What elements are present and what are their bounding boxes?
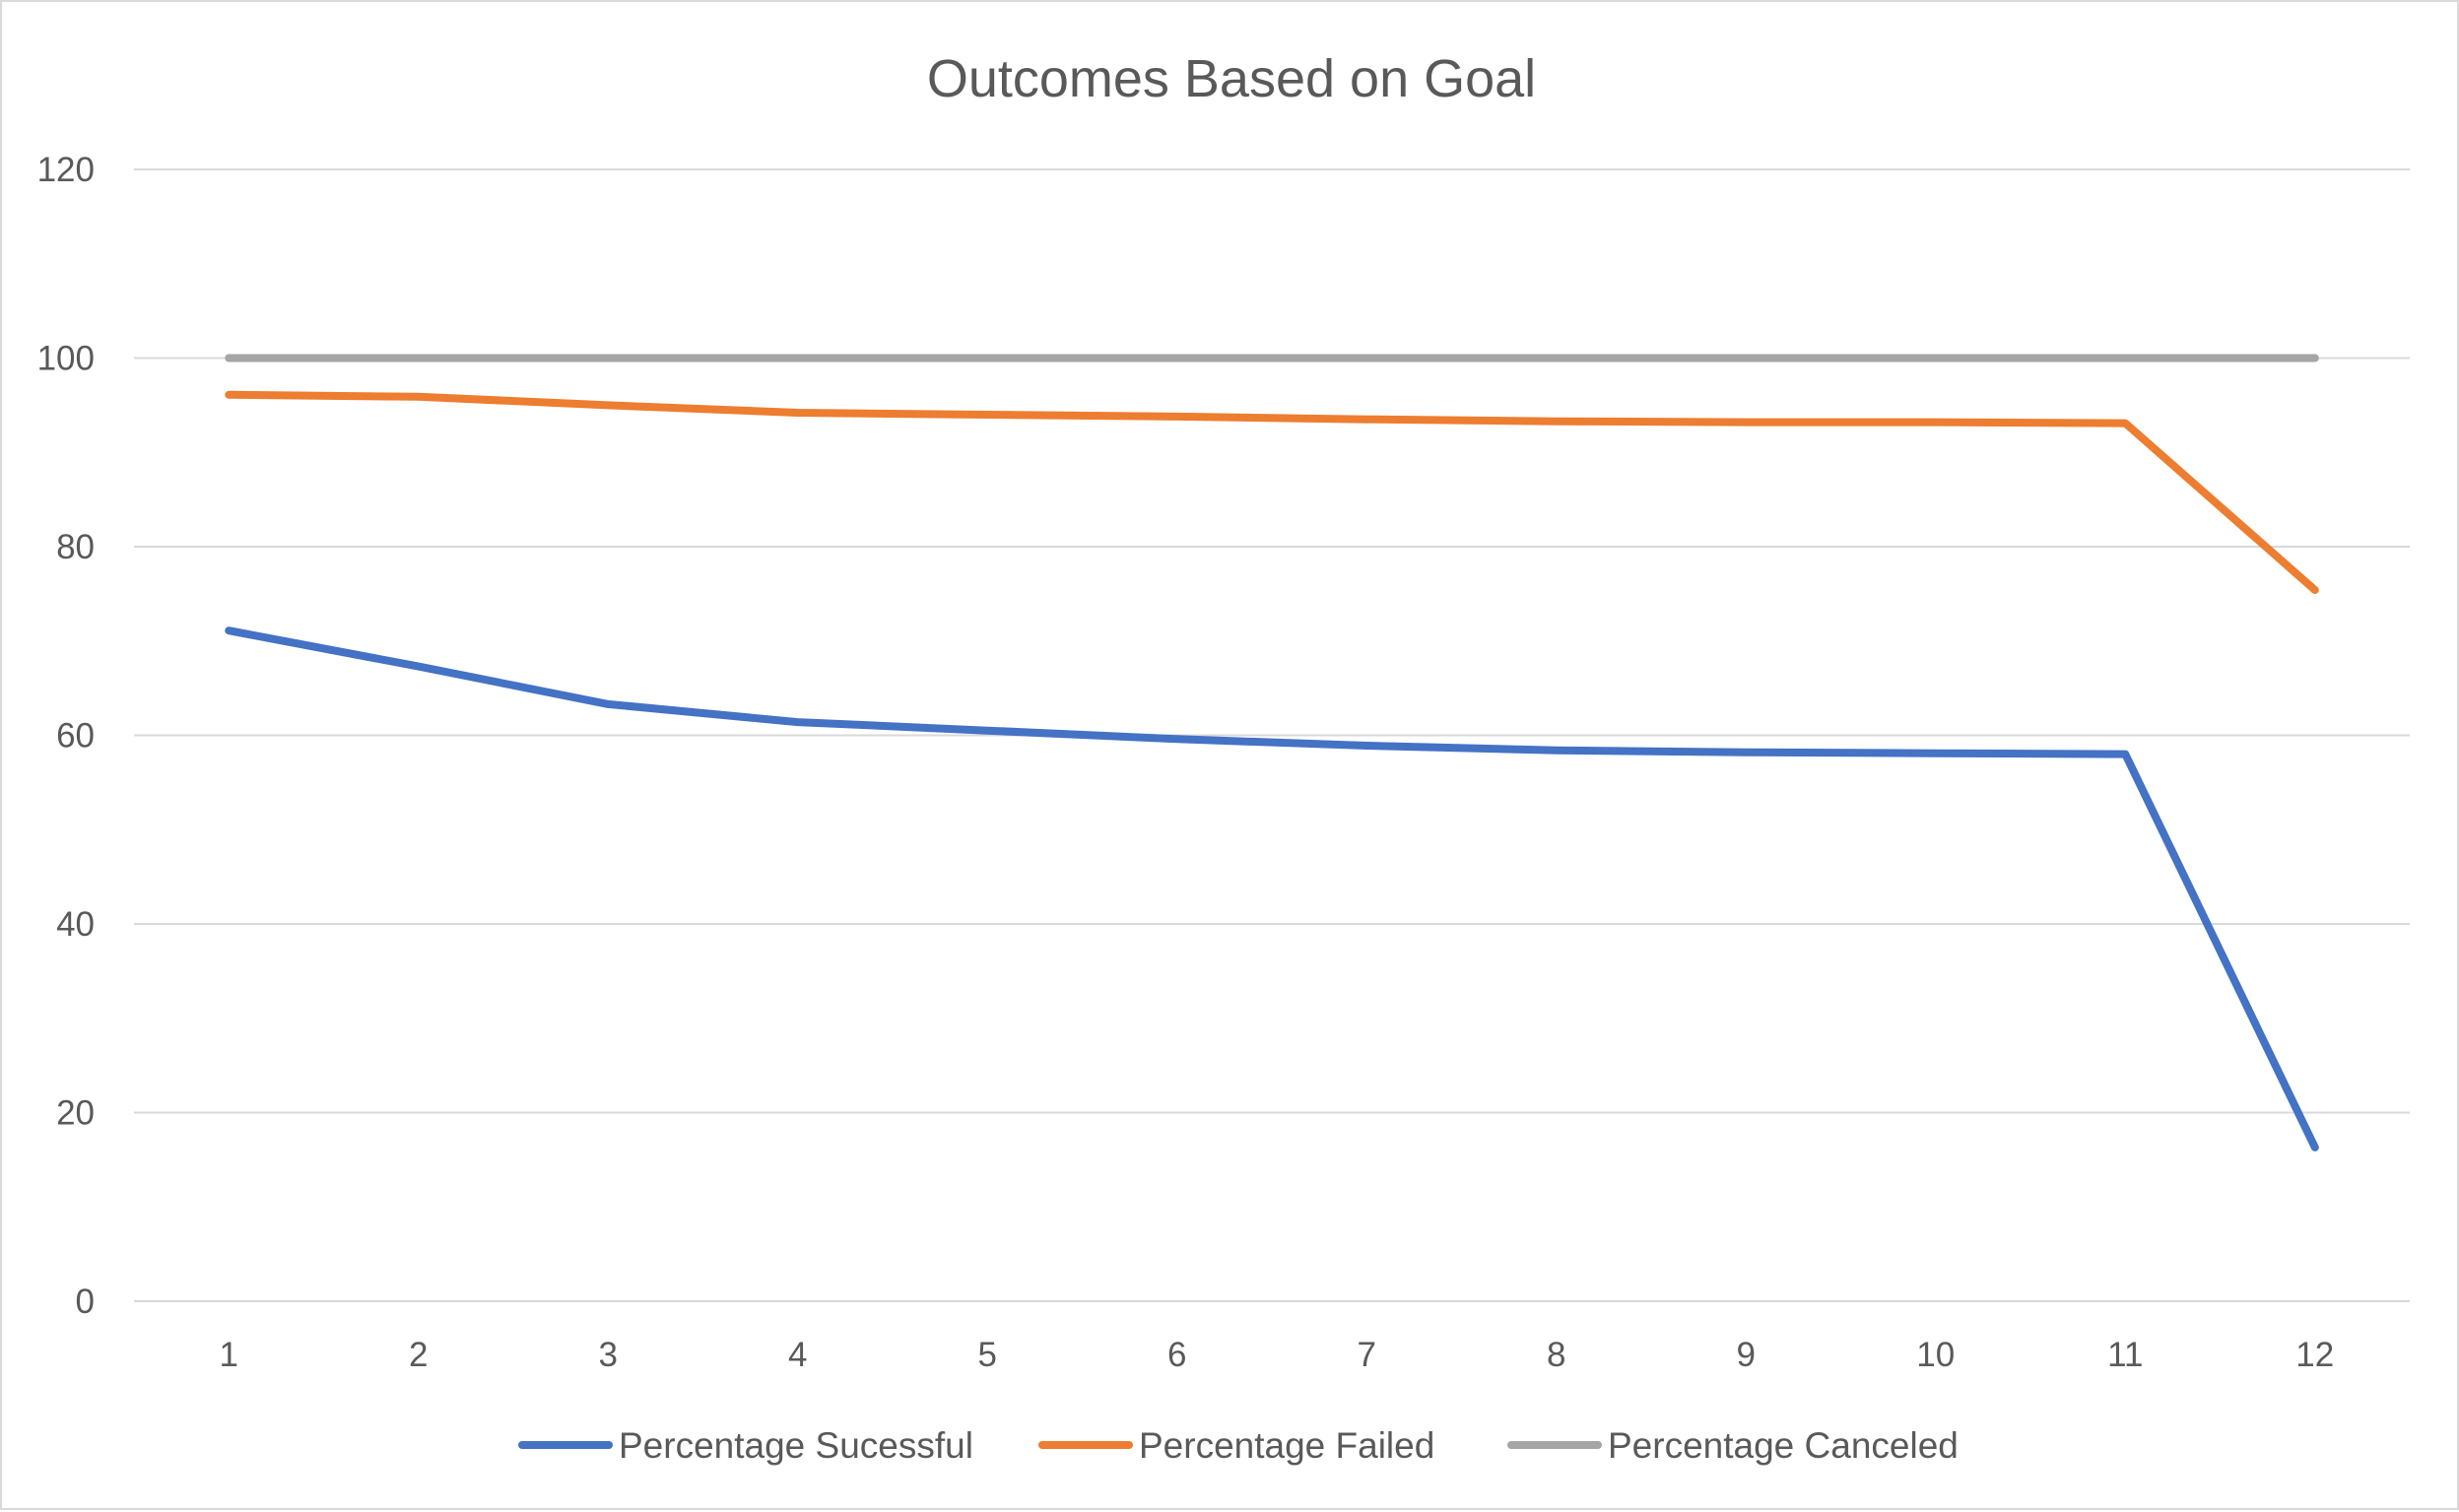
legend-item-percentage-failed: Percentage Failed (1038, 1425, 1434, 1466)
data-point-percentage-failed-2 (415, 393, 423, 401)
data-point-percentage-failed-4 (794, 409, 802, 417)
legend-item-percentage-sucessful: Percentage Sucessful (518, 1425, 973, 1466)
data-point-percentage-failed-7 (1362, 416, 1370, 424)
data-point-percentage-canceled-10 (1932, 355, 1940, 362)
x-tick-label-2: 2 (409, 1336, 428, 1374)
data-point-percentage-failed-8 (1553, 418, 1561, 426)
data-point-percentage-canceled-11 (2121, 355, 2129, 362)
data-point-percentage-failed-9 (1742, 419, 1750, 427)
x-tick-label-5: 5 (978, 1336, 997, 1374)
legend-label-percentage-canceled: Percentage Canceled (1608, 1425, 1959, 1466)
data-point-percentage-canceled-6 (1173, 355, 1181, 362)
x-tick-label-4: 4 (788, 1336, 807, 1374)
y-tick-label-100: 100 (37, 340, 95, 378)
data-point-percentage-failed-1 (225, 391, 233, 399)
data-point-percentage-failed-12 (2311, 586, 2319, 594)
y-tick-label-120: 120 (37, 151, 95, 189)
data-point-percentage-canceled-4 (794, 355, 802, 362)
x-tick-label-11: 11 (2107, 1336, 2143, 1374)
data-point-percentage-failed-6 (1173, 413, 1181, 421)
legend-item-percentage-canceled: Percentage Canceled (1507, 1425, 1959, 1466)
data-point-percentage-sucessful-4 (794, 718, 802, 726)
data-point-percentage-canceled-8 (1553, 355, 1561, 362)
data-point-percentage-sucessful-6 (1173, 735, 1181, 743)
data-point-percentage-sucessful-1 (225, 626, 233, 634)
x-axis-tick-labels: 1 2 3 4 5 6 7 8 9 10 11 12 (220, 1336, 2335, 1374)
y-tick-label-40: 40 (56, 905, 95, 944)
data-point-percentage-sucessful-3 (604, 700, 612, 708)
legend: Percentage Sucessful Percentage Failed Per… (518, 1425, 1959, 1466)
data-point-percentage-sucessful-7 (1362, 742, 1370, 750)
data-point-percentage-canceled-9 (1742, 355, 1750, 362)
series-lines (225, 354, 2319, 1151)
legend-label-percentage-failed: Percentage Failed (1139, 1425, 1434, 1466)
data-point-percentage-sucessful-5 (983, 727, 991, 735)
data-point-percentage-failed-3 (604, 401, 612, 409)
data-point-percentage-canceled-12 (2311, 355, 2319, 362)
data-point-percentage-sucessful-8 (1553, 747, 1561, 755)
x-tick-label-7: 7 (1358, 1336, 1376, 1374)
x-tick-label-10: 10 (1916, 1336, 1955, 1374)
gridlines (134, 168, 2410, 1302)
data-point-percentage-failed-5 (983, 411, 991, 419)
y-axis-tick-labels: 0 20 40 60 80 100 120 (37, 151, 95, 1321)
series-line-percentage-failed (225, 390, 2319, 594)
data-point-percentage-canceled-7 (1362, 355, 1370, 362)
x-tick-label-12: 12 (2295, 1336, 2334, 1374)
data-point-percentage-sucessful-11 (2121, 751, 2129, 758)
data-point-percentage-failed-11 (2121, 420, 2129, 427)
x-tick-label-6: 6 (1167, 1336, 1186, 1374)
x-tick-label-1: 1 (220, 1336, 238, 1374)
series-line-percentage-sucessful (225, 626, 2319, 1151)
x-tick-label-9: 9 (1737, 1336, 1756, 1374)
y-tick-label-80: 80 (56, 528, 95, 566)
x-tick-label-8: 8 (1547, 1336, 1565, 1374)
data-point-percentage-sucessful-2 (415, 663, 423, 671)
y-tick-label-20: 20 (56, 1094, 95, 1133)
data-point-percentage-sucessful-12 (2311, 1144, 2319, 1151)
data-point-percentage-canceled-3 (604, 355, 612, 362)
data-point-percentage-canceled-2 (415, 355, 423, 362)
data-point-percentage-sucessful-9 (1742, 749, 1750, 756)
y-tick-label-60: 60 (56, 717, 95, 756)
x-tick-label-3: 3 (599, 1336, 618, 1374)
legend-label-percentage-sucessful: Percentage Sucessful (619, 1425, 973, 1466)
data-point-percentage-sucessful-10 (1932, 750, 1940, 757)
y-tick-label-0: 0 (76, 1282, 95, 1321)
chart-title: Outcomes Based on Goal (927, 49, 1536, 108)
data-point-percentage-failed-10 (1932, 419, 1940, 427)
data-point-percentage-canceled-1 (225, 355, 233, 362)
data-point-percentage-canceled-5 (983, 355, 991, 362)
